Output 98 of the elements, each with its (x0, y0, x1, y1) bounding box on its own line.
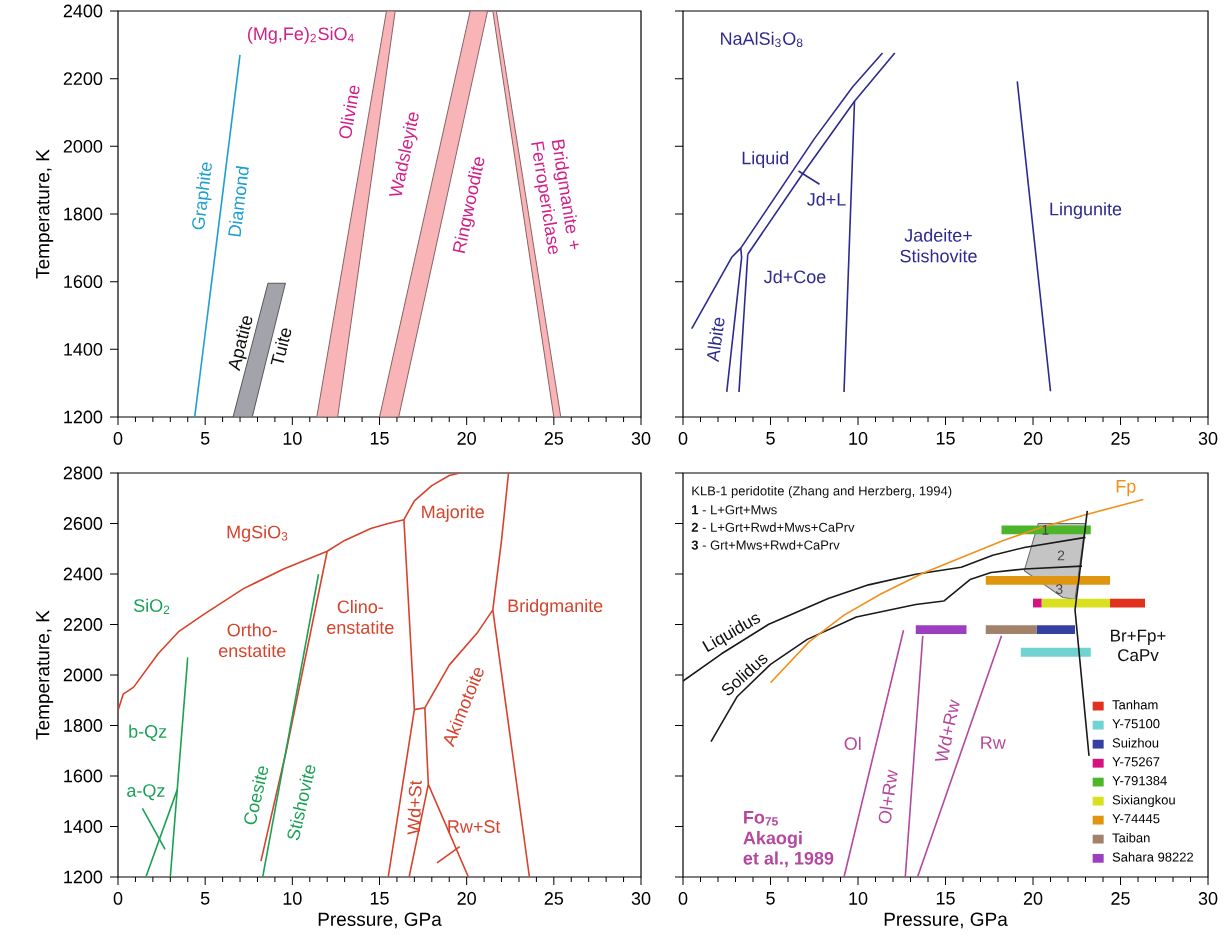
annotation: Fp (1116, 480, 1136, 497)
x-axis-title: Pressure, GPa (318, 912, 442, 929)
x-tick-label: 25 (544, 892, 564, 905)
annotation: Wd+Rw (934, 699, 960, 761)
annotation: Apatite (228, 316, 253, 372)
x-tick-label: 25 (544, 432, 564, 445)
y-tick-label: 2400 (63, 4, 103, 18)
x-tick-label: 20 (1023, 432, 1043, 445)
legend-label: Y-74445 (1112, 814, 1160, 824)
x-tick-label: 5 (766, 432, 775, 445)
y-tick-label: 1200 (64, 410, 103, 424)
legend-label: Taiban (1112, 832, 1150, 843)
annotation: Jadeite+ Stishovite (900, 228, 977, 263)
legend-label: Tanham (1112, 699, 1158, 710)
x-tick-label: 20 (1023, 892, 1043, 905)
annotation: Graphite (192, 162, 212, 230)
x-tick-label: 30 (1198, 892, 1218, 905)
x-tick-label: 0 (678, 432, 688, 445)
annotation: Wadsleyite (389, 112, 419, 196)
legend-label: Y-75267 (1112, 757, 1160, 767)
legend-label: Suizhou (1112, 737, 1159, 748)
x-tick-label: 0 (678, 892, 688, 905)
annotation: Rw (981, 736, 1006, 749)
annotation: Bridgmanite + Ferropericlase (531, 139, 579, 255)
legend-label: Y-791384 (1112, 776, 1167, 786)
x-tick-label: 0 (113, 892, 123, 905)
annotation: KLB-1 peridotite (Zhang and Herzberg, 1994) (692, 485, 952, 499)
x-tick-label: 25 (1111, 432, 1130, 445)
y-tick-label: 2600 (63, 517, 103, 530)
annotation: SiO$_{2}$ (133, 598, 170, 614)
annotation: et al., 1989 (743, 851, 834, 868)
x-tick-label: 5 (766, 892, 775, 905)
legend-label: Sahara 98222 (1112, 852, 1194, 862)
y-tick-label: 1800 (64, 719, 103, 732)
annotation: Tuite (270, 328, 292, 365)
annotation: (Mg,Fe)$_{2}$SiO$_{4}$ (248, 26, 354, 44)
annotation: Jd+Coe (764, 269, 826, 284)
x-tick-label: 0 (113, 432, 123, 445)
y-tick-label: 1400 (64, 342, 103, 356)
annotation: Majorite (422, 505, 484, 522)
x-tick-label: 15 (370, 892, 389, 905)
y-tick-label: 1800 (64, 207, 103, 221)
x-tick-label: 15 (936, 432, 955, 445)
x-tick-label: 30 (631, 432, 651, 445)
annotation: Br+Fp+ CaPv (1111, 629, 1166, 662)
annotation: MgSiO$_{3}$ (227, 525, 288, 542)
legend-label: Y-75100 (1112, 719, 1160, 729)
y-tick-label: 2200 (63, 618, 103, 631)
x-tick-label: 15 (370, 432, 389, 445)
annotation: 3 - Grt+Mws+Rwd+CaPrv (691, 540, 840, 550)
annotation: b-Qz (129, 724, 167, 742)
annotation: Ortho-enstatite (218, 623, 286, 658)
annotation: Bridgmanite (508, 598, 603, 616)
x-tick-label: 25 (1111, 892, 1130, 905)
y-tick-label: 1200 (64, 870, 103, 884)
annotation: Olivine (339, 85, 360, 139)
annotation: Rw+St (448, 820, 501, 833)
y-tick-label: 2400 (63, 567, 103, 581)
annotation: 2 - L+Grt+Rwd+Mws+CaPrv (691, 522, 855, 532)
annotation: NaAlSi$_{3}$O$_{8}$ (721, 31, 803, 48)
annotation: Stishovite (287, 765, 316, 841)
y-tick-label: 1400 (64, 820, 103, 833)
annotation: Wd+St (407, 780, 422, 835)
annotation: Diamond (228, 166, 249, 237)
annotation: Coesite (244, 766, 269, 825)
x-tick-label: 10 (283, 432, 302, 445)
annotation: Ol+Rw (878, 769, 898, 824)
y-tick-label: 2000 (63, 139, 103, 153)
x-tick-label: 15 (936, 892, 955, 905)
annotation: 3 (1055, 584, 1063, 595)
x-axis-title: Pressure, GPa (884, 912, 1008, 929)
y-tick-label: 2200 (63, 72, 103, 86)
x-tick-label: 5 (200, 432, 210, 445)
y-tick-label: 2000 (63, 668, 103, 682)
annotation: Ol (844, 736, 861, 751)
annotation: Clino-enstatite (327, 599, 394, 634)
x-tick-label: 20 (457, 432, 476, 445)
x-tick-label: 10 (849, 892, 868, 905)
y-tick-label: 2800 (63, 466, 103, 480)
y-axis-title: Temperature, K (36, 610, 54, 740)
annotation: Lingunite (1050, 202, 1122, 219)
x-tick-label: 30 (631, 892, 651, 905)
annotation: 1 - L+Grt+Mws (692, 505, 777, 515)
x-tick-label: 20 (457, 892, 476, 905)
annotation: Jd+L (807, 192, 846, 206)
legend-label: Sixiangkou (1112, 794, 1175, 808)
annotation: a-Qz (127, 784, 165, 801)
y-tick-label: 1600 (64, 275, 103, 289)
y-axis-title: Temperature, K (36, 149, 54, 279)
annotation: Albite (707, 317, 725, 363)
x-tick-label: 10 (849, 432, 868, 445)
x-tick-label: 30 (1198, 432, 1218, 445)
x-tick-label: 5 (200, 892, 210, 905)
y-tick-label: 1600 (64, 769, 103, 783)
annotation: 2 (1057, 550, 1065, 561)
x-tick-label: 10 (283, 892, 302, 905)
annotation: 1 (1042, 525, 1049, 535)
annotation: Liquid (742, 151, 789, 168)
